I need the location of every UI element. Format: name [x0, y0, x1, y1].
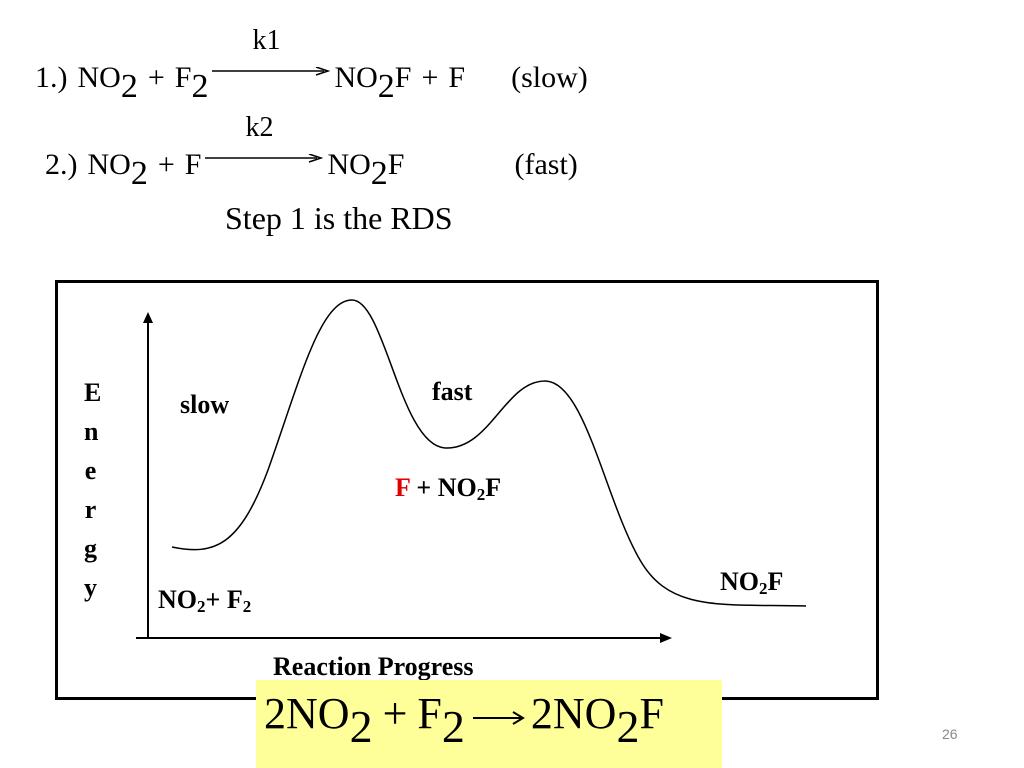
speed: (slow) [511, 61, 588, 94]
species: + F [205, 585, 243, 614]
species: F [174, 61, 192, 94]
species: NO [720, 567, 759, 596]
reaction-arrow: k1 [212, 25, 331, 87]
species: F [184, 148, 202, 181]
species: F [394, 61, 412, 94]
x-arrow [660, 633, 672, 643]
subscript: 2 [120, 68, 138, 105]
step-label: fast [432, 377, 473, 406]
subscript: 2 [759, 579, 768, 598]
subscript: 2 [377, 68, 395, 105]
species: F [448, 61, 466, 94]
species: NO [327, 148, 371, 181]
species: NO [158, 585, 197, 614]
species: F [395, 473, 410, 502]
species: F [485, 473, 502, 502]
subscript: 2 [130, 155, 148, 192]
speed: (fast) [514, 148, 578, 181]
species: F [639, 689, 664, 738]
reactants-label: NO2+ F2 [158, 585, 251, 617]
eq-number: 1.) [35, 61, 68, 94]
species: F [417, 689, 442, 738]
subscript: 2 [616, 701, 640, 752]
note: Step 1 is the RDS [225, 200, 453, 236]
subscript: 2 [441, 701, 465, 752]
species: + NO [416, 473, 477, 502]
species: NO [87, 148, 131, 181]
plus: + [157, 148, 175, 181]
intermediate-label: F + NO2F [395, 473, 501, 505]
equation-2: 2.) NO 2 + F k2 NO 2 F (fast) [45, 112, 578, 192]
subscript: 2 [242, 597, 252, 616]
plus: + [421, 61, 439, 94]
subscript: 2 [476, 485, 486, 504]
step-label: slow [180, 390, 230, 419]
subscript: 2 [197, 597, 206, 616]
species: 2NO [530, 689, 617, 738]
y-axis-label: Energy [84, 378, 102, 602]
subscript: 2 [191, 68, 209, 105]
species: NO [77, 61, 121, 94]
product-label: NO2F [720, 567, 783, 599]
rate-constant: k1 [252, 25, 281, 56]
species: F [767, 567, 784, 596]
arrow [472, 711, 525, 725]
x-axis-label: Reaction Progress [273, 652, 474, 681]
y-arrow [143, 312, 153, 323]
subscript: 2 [349, 701, 373, 752]
species: F [387, 148, 405, 181]
energy-curve [171, 299, 807, 607]
reaction-arrow: k2 [205, 112, 324, 174]
species: NO [334, 61, 378, 94]
plus: + [147, 61, 165, 94]
subscript: 2 [370, 155, 388, 192]
rate-constant: k2 [245, 112, 274, 143]
eq-number: 2.) [45, 148, 78, 181]
species: 2NO [264, 689, 350, 738]
overall-box [256, 680, 722, 768]
page-number: 26 [942, 726, 958, 742]
plus: + [382, 689, 408, 738]
